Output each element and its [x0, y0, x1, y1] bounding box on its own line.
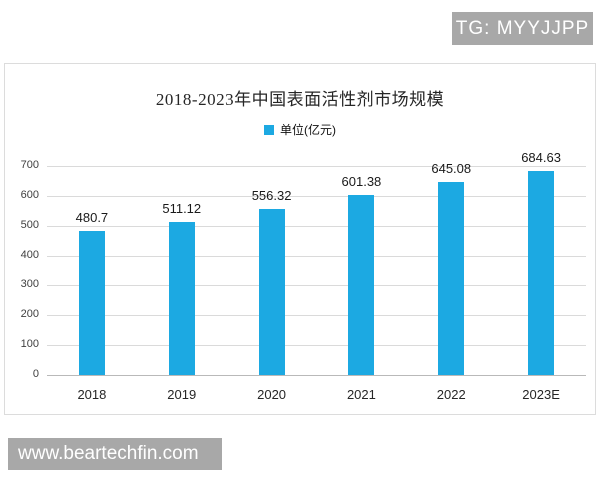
legend-label: 单位(亿元): [280, 123, 336, 137]
y-tick-label: 600: [20, 188, 39, 201]
y-tick-label: 100: [20, 338, 39, 351]
gridline: [47, 315, 586, 317]
y-tick-label: 300: [20, 278, 39, 291]
watermark-telegram-text: TG: MYYJJPP: [455, 17, 590, 39]
bar-value-label: 511.12: [162, 201, 202, 217]
y-tick-label: 0: [32, 368, 39, 380]
y-tick-label: 500: [20, 218, 39, 231]
bar-value-label: 480.7: [75, 210, 109, 226]
gridline: [47, 225, 586, 227]
y-tick-label: 200: [20, 308, 39, 321]
x-tick-label: 2021: [346, 387, 376, 402]
x-tick-label: 2020: [257, 387, 287, 402]
gridline: [47, 285, 586, 287]
chart-legend: 单位(亿元): [5, 121, 595, 138]
bar-value-label: 645.08: [431, 161, 472, 177]
y-tick-label: 400: [20, 248, 39, 261]
bar-value-label: 684.63: [521, 149, 561, 165]
gridline: [47, 195, 586, 197]
bar-2018: [78, 231, 105, 375]
gridline: [47, 255, 586, 257]
bar-2020: [258, 208, 285, 375]
chart-title: 2018-2023年中国表面活性剂市场规模: [155, 90, 445, 109]
gridline: [47, 166, 586, 167]
x-tick-label: 2018: [77, 387, 107, 402]
plot-area: 0 100 200 300 400 500 600 700 480.7 2018 511.12 201…: [5, 64, 595, 414]
bar-2022: [438, 182, 465, 375]
bar-2023E: [528, 170, 555, 375]
bar-value-label: 601.38: [341, 174, 382, 190]
watermark-site-badge: www.beartechfin.com: [8, 438, 222, 470]
y-tick-label: 700: [20, 159, 39, 171]
x-axis-line: [47, 375, 586, 376]
legend-swatch-icon: [264, 124, 274, 135]
gridline: [47, 345, 586, 347]
bar-value-label: 556.32: [251, 187, 292, 203]
watermark-telegram-badge: TG: MYYJJPP: [452, 12, 593, 45]
x-tick-label: 2023E: [522, 387, 560, 402]
bar-2019: [168, 222, 195, 375]
chart-card: 2018-2023年中国表面活性剂市场规模 单位(亿元) 0 100 200 300 4…: [4, 63, 596, 415]
x-tick-label: 2019: [167, 387, 197, 402]
watermark-site-text: www.beartechfin.com: [18, 443, 199, 464]
x-tick-label: 2022: [436, 387, 466, 402]
bar-2021: [348, 195, 375, 375]
